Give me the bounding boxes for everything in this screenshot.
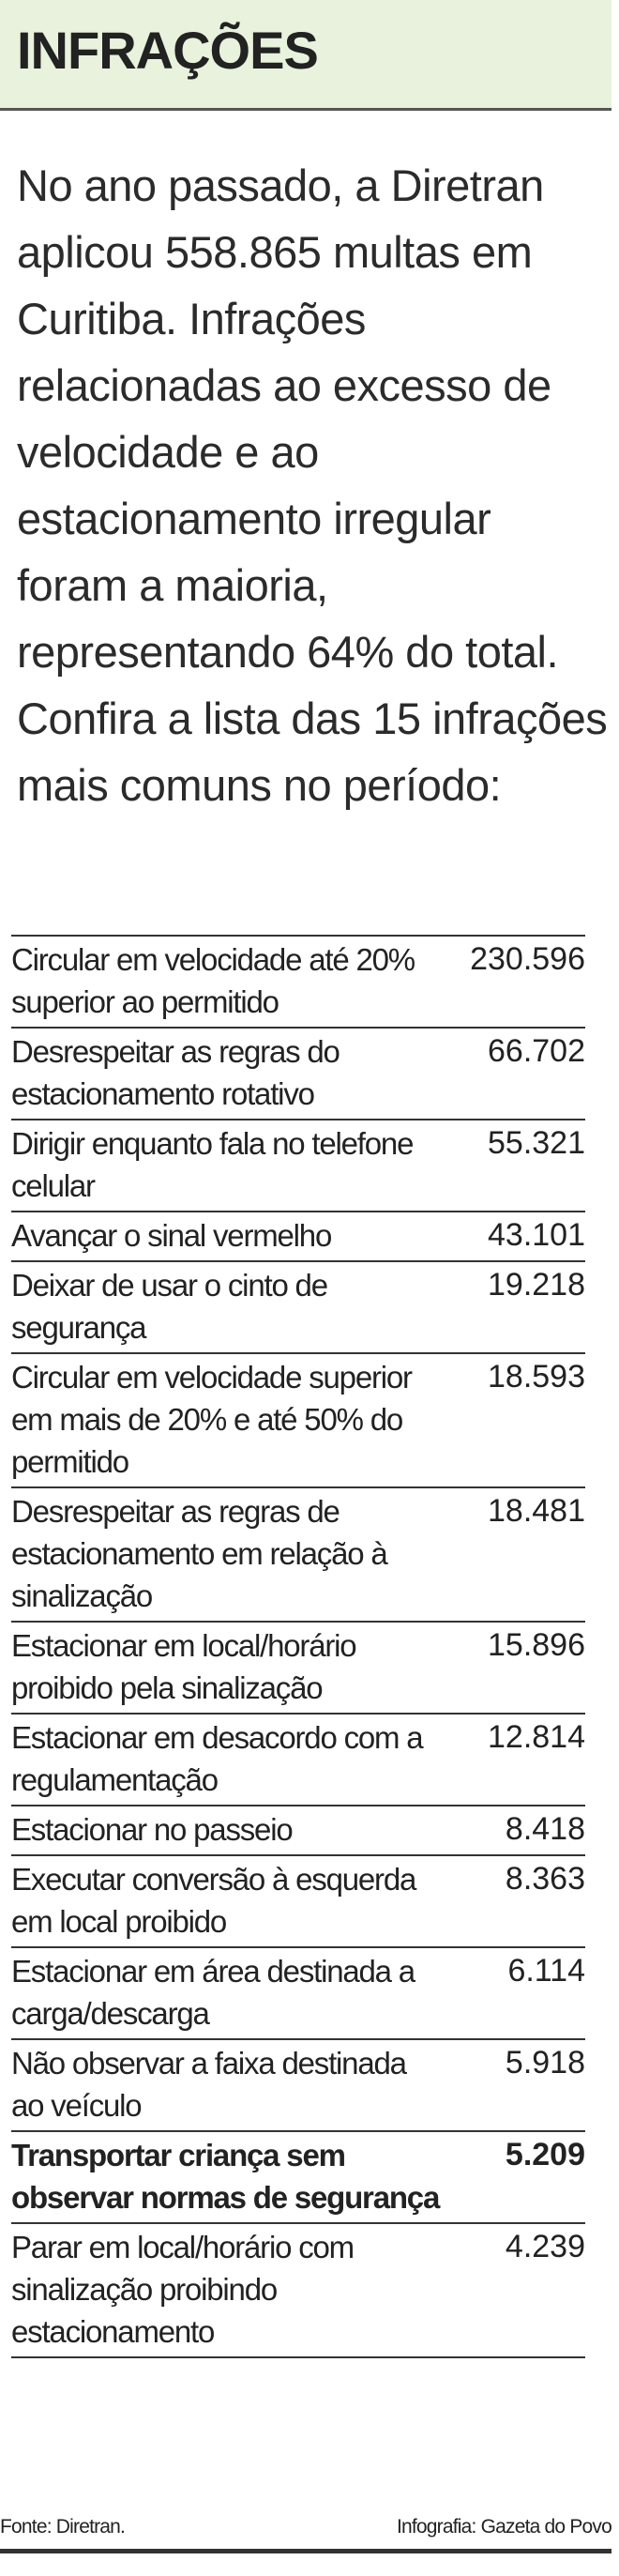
table-row: Circular em velocidade até 20% superior … [11,937,585,1029]
infraction-label: Estacionar em desacordo com a regulament… [11,1720,424,1797]
infraction-count: 55.321 [488,1125,585,1161]
table-row: Não observar a faixa destinada ao veícul… [11,2040,585,2132]
infraction-label: Deixar de usar o cinto de segurança [11,1268,328,1345]
intro-paragraph: No ano passado, a Diretran aplicou 558.8… [17,160,608,810]
header-bar: INFRAÇÕES [0,0,611,111]
infraction-count: 5.918 [505,2045,585,2081]
infraction-label: Dirigir enquanto fala no telefone celula… [11,1126,414,1203]
infraction-label: Avançar o sinal vermelho [11,1218,332,1253]
table-row-highlighted: Transportar criança sem observar normas … [11,2132,585,2224]
footer-divider [0,2549,611,2553]
table-row: Circular em velocidade superior em mais … [11,1354,585,1488]
infraction-count: 6.114 [507,1953,585,1989]
table-row: Dirigir enquanto fala no telefone celula… [11,1120,585,1212]
infraction-count: 4.239 [505,2229,585,2264]
page-title: INFRAÇÕES [17,21,319,80]
infraction-label: Transportar criança sem observar normas … [11,2138,440,2215]
infraction-count: 8.363 [505,1861,585,1897]
table-row: Estacionar em área destinada a carga/des… [11,1948,585,2040]
infraction-count: 19.218 [488,1267,585,1303]
infraction-count: 66.702 [488,1033,585,1069]
infraction-count: 8.418 [505,1811,585,1847]
infraction-count: 15.896 [488,1627,585,1663]
table-row: Desrespeitar as regras de estacionamento… [11,1488,585,1623]
table-row: Avançar o sinal vermelho 43.101 [11,1212,585,1262]
infraction-label: Não observar a faixa destinada ao veícul… [11,2046,407,2123]
infractions-table: Circular em velocidade até 20% superior … [11,935,585,2358]
credit-note: Infografia: Gazeta do Povo [396,2516,612,2538]
table-row: Estacionar em local/horário proibido pel… [11,1623,585,1715]
infraction-label: Parar em local/horário com sinalização p… [11,2230,355,2349]
infraction-label: Desrespeitar as regras do estacionamento… [11,1034,340,1111]
infraction-label: Estacionar em local/horário proibido pel… [11,1628,357,1705]
source-note: Fonte: Diretran. [0,2516,126,2538]
table-row: Estacionar em desacordo com a regulament… [11,1715,585,1806]
footer: Fonte: Diretran. Infografia: Gazeta do P… [0,2516,619,2544]
infraction-label: Executar conversão à esquerda em local p… [11,1862,416,1939]
table-row: Desrespeitar as regras do estacionamento… [11,1029,585,1120]
infraction-label: Circular em velocidade superior em mais … [11,1360,413,1479]
infraction-count: 43.101 [488,1217,585,1253]
infraction-label: Circular em velocidade até 20% superior … [11,942,415,1019]
infraction-count: 230.596 [470,941,585,977]
infraction-count: 18.593 [488,1359,585,1395]
table-row: Deixar de usar o cinto de segurança 19.2… [11,1262,585,1354]
table-row: Parar em local/horário com sinalização p… [11,2224,585,2358]
table-row: Estacionar no passeio 8.418 [11,1806,585,1856]
infraction-count: 12.814 [488,1719,585,1755]
infraction-count: 5.209 [505,2137,585,2172]
infraction-label: Estacionar em área destinada a carga/des… [11,1954,415,2031]
infraction-label: Estacionar no passeio [11,1812,294,1847]
infraction-label: Desrespeitar as regras de estacionamento… [11,1494,388,1613]
table-row: Executar conversão à esquerda em local p… [11,1856,585,1948]
infraction-count: 18.481 [488,1493,585,1529]
